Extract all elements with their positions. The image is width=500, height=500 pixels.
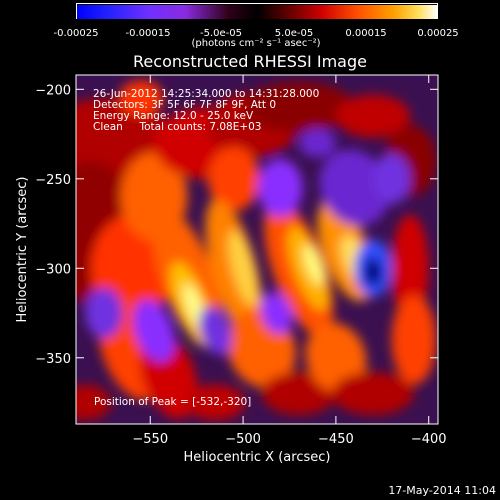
heatmap-image: [76, 80, 437, 421]
colorbar-tick: 5.0e-05: [274, 28, 314, 39]
colorbar-tick: -0.00015: [125, 28, 171, 39]
heatmap-blob: [373, 153, 411, 204]
heatmap-blob: [85, 287, 123, 339]
y-tick-label: −300: [35, 262, 71, 277]
colorbar-tick: -0.00025: [53, 28, 99, 39]
heatmap-blob: [133, 300, 175, 362]
heatmap-blob: [305, 322, 367, 393]
method-counts-annotation: Clean Total counts: 7.08E+03: [93, 121, 262, 133]
heatmap-blob: [391, 295, 437, 385]
colorbar-unit-label: (photons cm⁻² s⁻¹ asec⁻²): [191, 38, 321, 49]
heatmap-blob: [332, 372, 414, 416]
heatmap-blob: [76, 384, 112, 421]
heatmap-blob: [303, 244, 324, 286]
footer-date: 17-May-2014 11:04: [388, 484, 496, 497]
colorbar: [76, 3, 438, 19]
y-tick-label: −250: [35, 173, 71, 188]
heatmap-blob: [207, 146, 260, 212]
heatmap-blob: [260, 292, 293, 334]
heatmap-blob: [118, 80, 164, 117]
plot-frame: [75, 74, 439, 425]
y-tick-label: −200: [35, 83, 71, 98]
colorbar-tick: -5.0e-05: [200, 28, 242, 39]
heatmap-blob: [363, 257, 383, 287]
heatmap-blob: [319, 149, 390, 226]
heatmap-blob: [228, 230, 258, 307]
heatmap-blob: [298, 128, 336, 158]
x-tick-label: −450: [318, 432, 354, 447]
x-axis-label: Heliocentric X (arcsec): [184, 450, 331, 465]
colorbar-tick: 0.00025: [417, 28, 459, 39]
chart-title: Reconstructed RHESSI Image: [133, 52, 367, 71]
x-tick-label: −550: [132, 432, 168, 447]
heatmap-blob: [257, 159, 303, 217]
peak-position-annotation: Position of Peak = [-532,-320]: [94, 396, 252, 408]
detectors-annotation: Detectors: 3F 5F 6F 7F 8F 9F, Att 0: [93, 99, 277, 111]
y-axis-label: Heliocentric Y (arcsec): [15, 177, 30, 323]
time-range-annotation: 26-Jun-2012 14:25:34.000 to 14:31:28.000: [93, 88, 320, 100]
axes: −550 −500 −450 −400 −200 −250 −300 −350 Heliocen…: [15, 75, 447, 465]
x-tick-label: −500: [225, 432, 261, 447]
heatmap-blob: [243, 82, 355, 133]
colorbar-tick: 0.00015: [345, 28, 387, 39]
heatmap-blob: [198, 306, 232, 356]
energy-range-annotation: Energy Range: 12.0 - 25.0 keV: [93, 110, 254, 122]
x-tick-label: −400: [411, 432, 447, 447]
heatmap-blob: [185, 384, 245, 421]
heatmap-blob: [391, 214, 429, 322]
y-tick-label: −350: [35, 352, 71, 367]
heatmap-blob: [335, 94, 411, 138]
